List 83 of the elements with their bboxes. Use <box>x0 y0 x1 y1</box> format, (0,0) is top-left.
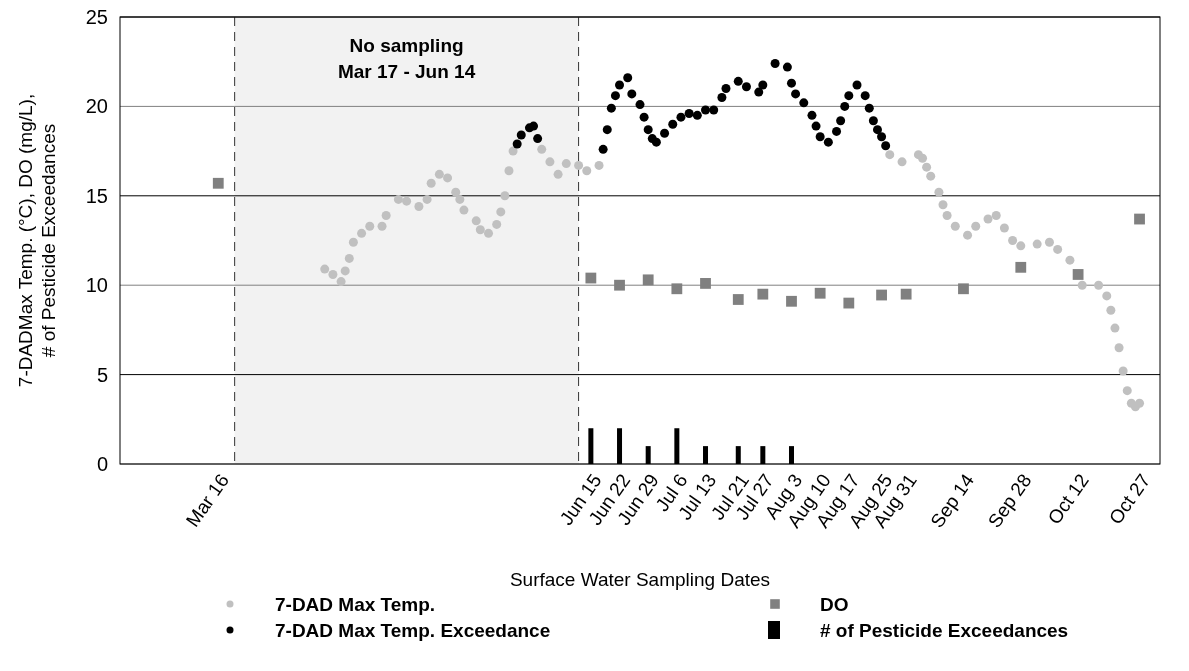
point <box>864 103 874 113</box>
point <box>786 295 797 307</box>
point <box>635 100 645 110</box>
point <box>741 82 751 92</box>
point <box>782 62 792 72</box>
y-tick-label: 25 <box>85 6 108 28</box>
point <box>881 141 891 151</box>
point <box>852 80 862 90</box>
point <box>627 89 637 99</box>
point <box>639 112 649 122</box>
point <box>684 109 694 119</box>
legend-label: 7-DAD Max Temp. Exceedance <box>275 619 551 641</box>
point <box>860 91 870 101</box>
point <box>709 105 719 115</box>
y-tick-label: 0 <box>96 453 108 475</box>
point <box>732 294 744 305</box>
point <box>598 144 608 154</box>
point <box>212 177 224 189</box>
point <box>623 73 633 83</box>
point <box>602 125 612 135</box>
legend-label: # of Pesticide Exceedances <box>820 619 1069 641</box>
point <box>700 278 711 289</box>
y-tick-label: 15 <box>85 184 108 207</box>
point <box>668 119 678 129</box>
point <box>877 132 887 142</box>
point <box>840 101 850 111</box>
legend-label: DO <box>820 593 849 615</box>
x-tick-label: Oct 27 <box>1104 470 1155 528</box>
point <box>758 80 768 90</box>
point <box>610 91 620 101</box>
y-tick-label: 5 <box>96 363 108 386</box>
point <box>900 288 912 300</box>
point <box>836 116 846 126</box>
point <box>787 78 796 88</box>
x-tick-label: Sep 28 <box>983 470 1036 532</box>
point <box>516 130 526 140</box>
point <box>814 287 826 299</box>
point <box>843 297 855 309</box>
point <box>799 98 809 108</box>
point <box>958 283 969 295</box>
point <box>643 125 653 135</box>
y-tick-label: 20 <box>85 95 108 118</box>
point <box>1134 213 1145 225</box>
y-axis-title: 7-DADMax Temp. (°C), DO (mg/L), # of Pesticide Exceedances <box>15 93 59 388</box>
point <box>606 103 616 113</box>
point <box>872 125 882 135</box>
point <box>671 283 683 295</box>
x-tick-label: Sep 14 <box>926 469 979 532</box>
point <box>807 110 817 120</box>
legend-label: 7-DAD Max Temp. <box>275 593 436 615</box>
point <box>1072 269 1084 280</box>
point <box>642 274 654 286</box>
point <box>733 76 743 86</box>
x-tick-label: Oct 12 <box>1043 470 1093 528</box>
y-tick-label: 10 <box>85 274 108 297</box>
point <box>615 80 625 90</box>
point <box>676 112 686 122</box>
band-label: No sampling Mar 17 - Jun 14 <box>337 35 476 82</box>
point <box>692 110 702 120</box>
point <box>832 126 842 136</box>
point <box>585 272 597 284</box>
x-axis-title: Surface Water Sampling Dates <box>509 569 771 590</box>
point <box>529 121 539 131</box>
point <box>876 289 887 301</box>
point <box>512 139 522 149</box>
point <box>868 116 878 126</box>
point <box>823 137 833 147</box>
point <box>844 91 854 101</box>
point <box>660 128 670 138</box>
point <box>811 121 821 131</box>
point <box>815 132 825 142</box>
point <box>721 84 731 94</box>
point <box>614 279 625 291</box>
point <box>651 137 661 147</box>
point <box>757 288 769 300</box>
x-tick-label: Mar 16 <box>181 470 233 531</box>
point <box>791 89 801 99</box>
point <box>1015 261 1027 273</box>
point <box>717 92 727 102</box>
point <box>701 105 711 115</box>
point <box>533 134 543 144</box>
point <box>754 87 764 97</box>
point <box>770 58 780 68</box>
